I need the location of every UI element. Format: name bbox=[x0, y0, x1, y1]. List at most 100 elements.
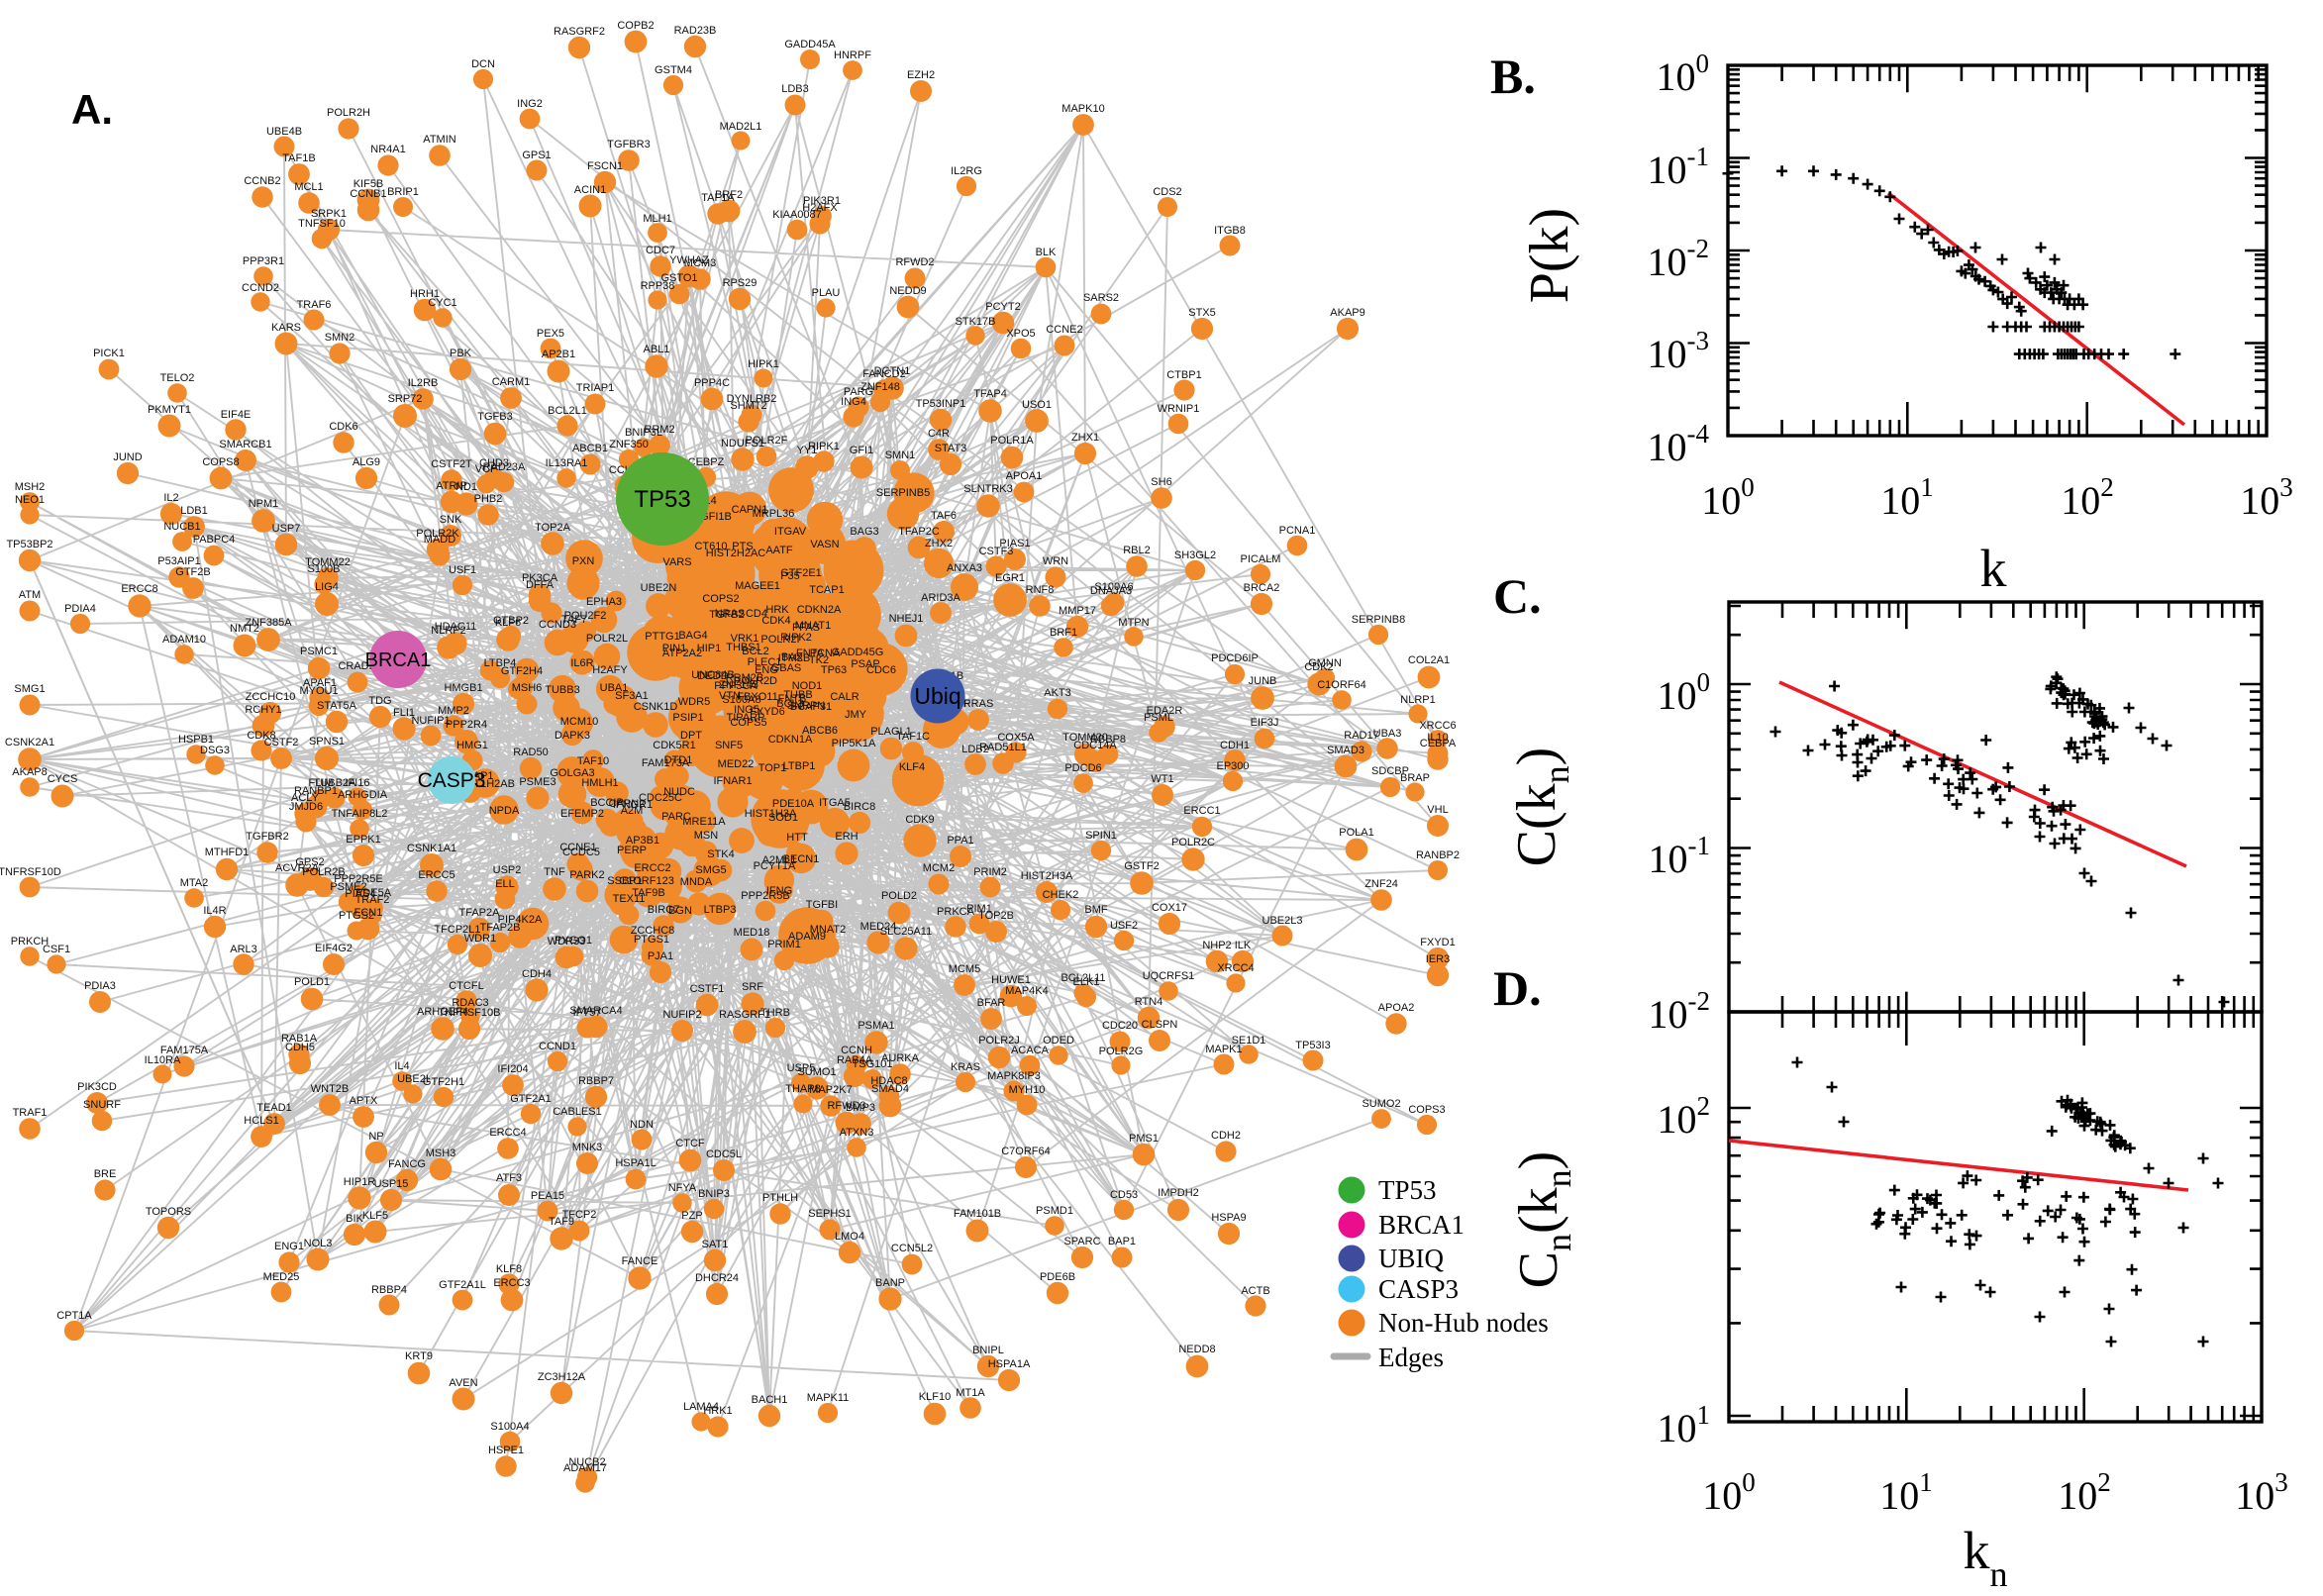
svg-text:CDC14A: CDC14A bbox=[1073, 740, 1117, 751]
svg-text:C(kn): C(kn) bbox=[1506, 748, 1576, 867]
svg-text:SMG1: SMG1 bbox=[14, 683, 45, 695]
svg-text:MMP2: MMP2 bbox=[438, 705, 469, 717]
svg-text:COPS8: COPS8 bbox=[202, 456, 239, 468]
svg-text:RRM2B: RRM2B bbox=[726, 672, 764, 684]
svg-text:EPHA3: EPHA3 bbox=[586, 596, 622, 608]
svg-text:XRCC4: XRCC4 bbox=[1217, 962, 1254, 974]
svg-text:NUCB2: NUCB2 bbox=[568, 1456, 605, 1468]
svg-text:HDAC8: HDAC8 bbox=[870, 1075, 907, 1087]
svg-text:HIST2H3A: HIST2H3A bbox=[1021, 870, 1073, 882]
svg-text:MCM2: MCM2 bbox=[923, 862, 955, 874]
svg-text:TP63: TP63 bbox=[821, 664, 847, 676]
svg-text:BNIP3: BNIP3 bbox=[698, 1188, 730, 1200]
svg-text:TEAD1: TEAD1 bbox=[256, 1102, 291, 1114]
svg-text:HMLH1: HMLH1 bbox=[581, 777, 618, 789]
svg-text:ODED: ODED bbox=[1043, 1035, 1074, 1047]
svg-text:IL4R: IL4R bbox=[203, 905, 226, 917]
svg-text:ILK: ILK bbox=[1235, 940, 1252, 951]
svg-text:HSPB1: HSPB1 bbox=[178, 734, 214, 746]
svg-text:PDE10A: PDE10A bbox=[772, 798, 815, 810]
svg-text:ATP2A2: ATP2A2 bbox=[662, 648, 702, 659]
svg-text:TIPARP: TIPARP bbox=[727, 712, 765, 724]
svg-text:SMG5: SMG5 bbox=[695, 864, 726, 876]
svg-text:ADAM17: ADAM17 bbox=[563, 1462, 607, 1474]
svg-text:COPS5: COPS5 bbox=[730, 717, 766, 729]
svg-text:POLR2I: POLR2I bbox=[760, 634, 799, 646]
svg-text:GPS1: GPS1 bbox=[522, 150, 551, 161]
svg-text:BCL2L11: BCL2L11 bbox=[1060, 972, 1105, 984]
svg-text:MED18: MED18 bbox=[734, 927, 770, 939]
svg-text:FLI1: FLI1 bbox=[393, 707, 415, 719]
svg-text:RAD50: RAD50 bbox=[513, 747, 548, 758]
svg-text:GFI1B: GFI1B bbox=[700, 511, 732, 523]
svg-text:CDKN1A: CDKN1A bbox=[768, 734, 813, 746]
svg-text:ACTB: ACTB bbox=[1241, 1285, 1269, 1297]
svg-text:MMP17: MMP17 bbox=[1059, 605, 1096, 617]
svg-text:k: k bbox=[1980, 539, 2007, 598]
svg-text:PDE5A: PDE5A bbox=[355, 887, 392, 899]
svg-text:FCN1: FCN1 bbox=[354, 907, 383, 919]
svg-text:ACLY: ACLY bbox=[291, 792, 320, 804]
svg-text:ADAM9: ADAM9 bbox=[788, 931, 826, 943]
svg-text:STK17B: STK17B bbox=[956, 316, 996, 328]
svg-text:KLF6: KLF6 bbox=[495, 617, 521, 629]
svg-text:DSG3: DSG3 bbox=[200, 745, 230, 756]
svg-text:CTBP1: CTBP1 bbox=[1166, 369, 1201, 381]
svg-text:HIP1: HIP1 bbox=[697, 643, 721, 654]
svg-text:GMNN: GMNN bbox=[1308, 657, 1342, 669]
svg-text:HNRPF: HNRPF bbox=[834, 50, 871, 61]
svg-text:NRAS: NRAS bbox=[715, 608, 746, 620]
svg-text:PRKCA: PRKCA bbox=[937, 906, 975, 918]
svg-text:MT1A: MT1A bbox=[956, 1387, 985, 1399]
svg-text:TRAF2: TRAF2 bbox=[355, 894, 390, 906]
svg-text:COX17: COX17 bbox=[1152, 902, 1187, 914]
svg-text:MAPK8IP3: MAPK8IP3 bbox=[987, 1070, 1041, 1082]
svg-text:ARHGEF4: ARHGEF4 bbox=[417, 1006, 468, 1018]
svg-text:BRCA1: BRCA1 bbox=[365, 649, 432, 671]
svg-text:PICK1: PICK1 bbox=[93, 348, 125, 359]
svg-text:GOLGA3: GOLGA3 bbox=[550, 767, 594, 779]
svg-text:MAP4K4: MAP4K4 bbox=[1005, 985, 1048, 997]
svg-text:TOMM20: TOMM20 bbox=[1062, 732, 1108, 744]
svg-text:TP53INP1: TP53INP1 bbox=[916, 398, 966, 410]
svg-text:YWHAZ: YWHAZ bbox=[669, 254, 709, 266]
svg-text:RPP38: RPP38 bbox=[641, 280, 675, 292]
svg-text:HUWE1: HUWE1 bbox=[991, 974, 1031, 986]
svg-text:TGFB3: TGFB3 bbox=[477, 411, 512, 423]
svg-text:CDH5: CDH5 bbox=[285, 1042, 315, 1053]
svg-text:SPIN1: SPIN1 bbox=[1085, 830, 1117, 842]
svg-text:RDAC3: RDAC3 bbox=[452, 997, 488, 1009]
svg-text:TEX11: TEX11 bbox=[613, 893, 646, 905]
svg-text:PRIM2: PRIM2 bbox=[973, 866, 1007, 878]
svg-text:ATM: ATM bbox=[19, 589, 41, 601]
svg-text:BAP1: BAP1 bbox=[1108, 1236, 1136, 1247]
svg-text:CDC7: CDC7 bbox=[646, 245, 675, 256]
svg-text:SE1D1: SE1D1 bbox=[1232, 1035, 1266, 1047]
svg-text:GTF2E1: GTF2E1 bbox=[780, 567, 822, 579]
svg-text:CCNE1: CCNE1 bbox=[559, 842, 596, 853]
svg-text:POLR1A: POLR1A bbox=[990, 435, 1034, 447]
svg-text:EDA2R: EDA2R bbox=[1147, 705, 1183, 717]
svg-text:TFCP2: TFCP2 bbox=[562, 1209, 597, 1221]
svg-text:MTPN: MTPN bbox=[1118, 617, 1149, 629]
svg-text:GADD45A: GADD45A bbox=[784, 39, 836, 50]
svg-text:EIF4G2: EIF4G2 bbox=[315, 943, 353, 954]
svg-text:HRH1: HRH1 bbox=[410, 288, 440, 300]
svg-text:C4R: C4R bbox=[928, 428, 950, 440]
svg-text:CDH4: CDH4 bbox=[522, 968, 552, 980]
svg-text:CCNB2: CCNB2 bbox=[244, 175, 280, 187]
svg-text:GTF2H4: GTF2H4 bbox=[501, 665, 543, 677]
svg-text:CYC1: CYC1 bbox=[428, 297, 456, 309]
svg-text:FSCN1: FSCN1 bbox=[587, 160, 623, 172]
svg-text:ERCC4: ERCC4 bbox=[489, 1127, 526, 1139]
svg-text:SRF: SRF bbox=[742, 981, 763, 993]
svg-text:CT610: CT610 bbox=[694, 541, 727, 552]
svg-text:MED24: MED24 bbox=[860, 921, 897, 933]
svg-text:BMF: BMF bbox=[1084, 904, 1108, 916]
svg-text:TAF6: TAF6 bbox=[931, 510, 957, 522]
svg-text:PARK2: PARK2 bbox=[569, 869, 604, 881]
svg-text:RAD23B: RAD23B bbox=[674, 25, 717, 37]
svg-text:KLF10: KLF10 bbox=[919, 1391, 951, 1403]
svg-text:DFFA: DFFA bbox=[526, 579, 555, 591]
svg-text:BAG4: BAG4 bbox=[678, 630, 707, 642]
